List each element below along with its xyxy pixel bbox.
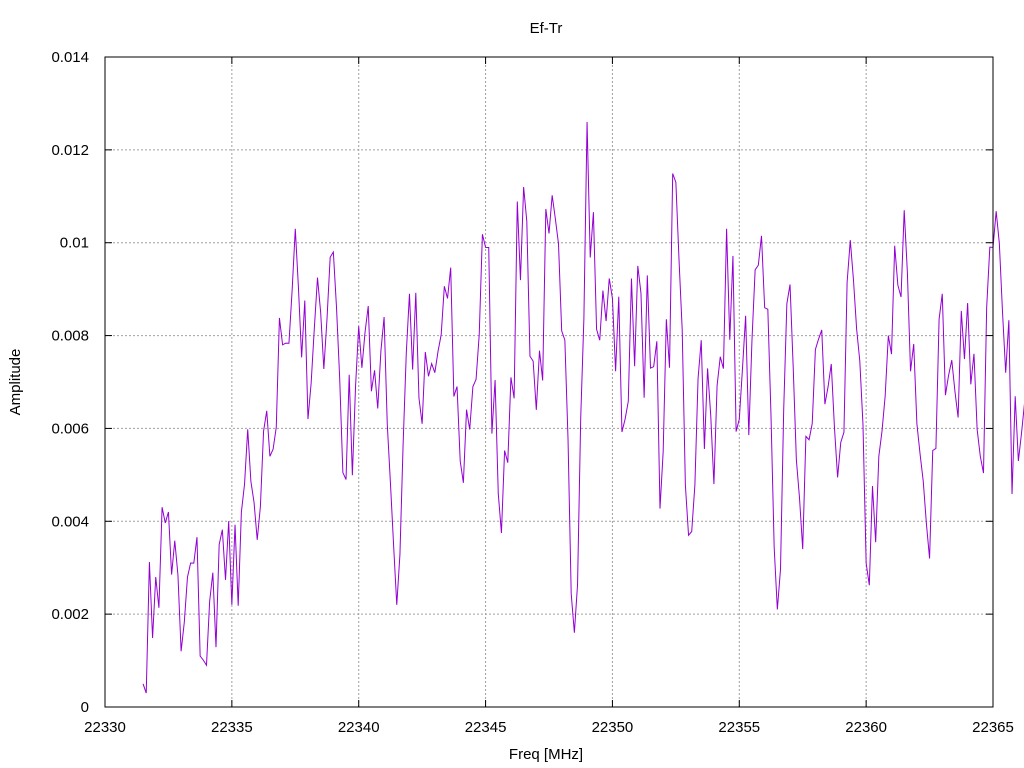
x-tick-label: 22335 [211,719,253,736]
x-tick-label: 22360 [845,719,887,736]
y-tick-label: 0.006 [51,420,89,437]
series-layer [142,121,1024,694]
x-tick-label: 22340 [338,719,380,736]
x-axis-label: Freq [MHz] [509,746,583,763]
grid-layer [105,57,993,707]
x-tick-label: 22350 [592,719,634,736]
y-axis-label: Amplitude [7,349,24,416]
x-tick-label: 22330 [84,719,126,736]
x-tick-label: 22365 [972,719,1014,736]
y-tick-label: 0.008 [51,328,89,345]
y-tick-label: 0.002 [51,606,89,623]
x-tick-label: 22355 [718,719,760,736]
x-tick-label: 22345 [465,719,507,736]
y-tick-label: 0.004 [51,513,89,530]
y-tick-label: 0.01 [60,235,89,252]
chart-title: Ef-Tr [530,20,563,37]
plot-frame [104,56,994,708]
y-tick-label: 0.012 [51,142,89,159]
tick-layer: 22330 22335 22340 22345 22350 22355 22360 22365… [51,49,1013,736]
series-line [142,121,1024,694]
y-tick-label: 0.014 [51,49,89,66]
y-tick-label: 0 [81,699,89,716]
